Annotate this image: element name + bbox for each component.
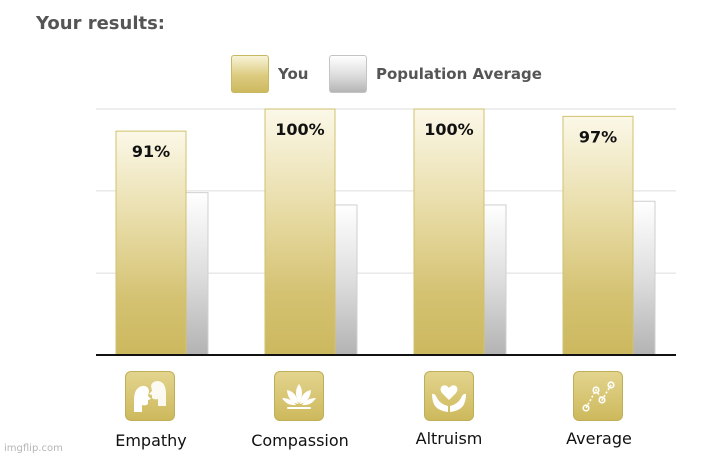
data-label-you-compassion: 100% (275, 120, 324, 139)
bar-you-empathy (115, 130, 187, 356)
category-label-average: Average (566, 429, 632, 448)
bar-you-altruism (413, 108, 485, 356)
legend-item-population-average: Population Average (329, 55, 542, 93)
average-icon-tile (573, 371, 623, 421)
empathy-faces-icon (134, 381, 166, 412)
bar-population-average-empathy (184, 192, 209, 356)
category-label-compassion: Compassion (251, 431, 349, 450)
legend-label-population-average: Population Average (376, 65, 542, 83)
data-labels: 91% 100% 100% 97% (132, 120, 617, 161)
bars (115, 108, 656, 356)
altruism-icon-tile (424, 371, 474, 421)
bar-you-average (562, 115, 634, 356)
heart-hands-icon (432, 385, 466, 412)
compassion-icon-tile (274, 371, 324, 421)
bar-population-average-compassion (333, 204, 358, 356)
lotus-icon (282, 384, 316, 409)
legend-label-you: You (278, 65, 309, 83)
category-label-empathy: Empathy (115, 431, 187, 450)
bar-population-average-altruism (482, 204, 507, 356)
page-title: Your results: (36, 13, 166, 34)
average-graph-icon (582, 381, 615, 412)
chart-legend: You Population Average (0, 0, 719, 100)
data-label-you-average: 97% (579, 127, 617, 146)
empathy-icon-tile (125, 371, 175, 421)
bar-population-average-average (631, 200, 656, 356)
legend-item-you: You (231, 55, 308, 93)
data-label-you-empathy: 91% (132, 142, 170, 161)
bar-you-compassion (264, 108, 336, 356)
legend-swatch-population-average (329, 55, 367, 93)
legend-swatch-you (231, 55, 269, 93)
category-label-altruism: Altruism (415, 429, 483, 448)
watermark: imgflip.com (4, 443, 63, 454)
data-label-you-altruism: 100% (424, 120, 473, 139)
